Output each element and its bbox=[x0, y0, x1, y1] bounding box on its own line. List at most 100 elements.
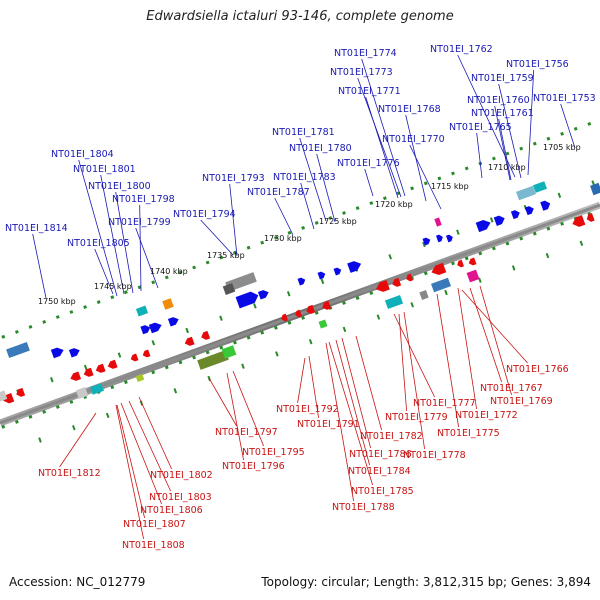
forward-gene-arrow bbox=[257, 290, 269, 300]
leader-lines-layer bbox=[32, 54, 576, 540]
reverse-gene-arrow bbox=[107, 359, 118, 369]
tick-dot bbox=[423, 181, 428, 186]
tick-dot bbox=[164, 275, 169, 280]
feature-box bbox=[221, 345, 237, 359]
scale-label: 1720 kbp bbox=[375, 200, 413, 209]
feature-box bbox=[0, 390, 8, 402]
leader-line bbox=[498, 118, 512, 181]
gene-label-reverse: NT01EI_1797 bbox=[215, 427, 278, 438]
tick-dot bbox=[1, 334, 6, 339]
feature-box bbox=[434, 217, 442, 227]
gene-label-reverse: NT01EI_1785 bbox=[351, 486, 414, 497]
tick-dot bbox=[246, 245, 251, 250]
tick-dot bbox=[110, 295, 115, 300]
tick-dot bbox=[246, 335, 251, 340]
gene-label-forward: NT01EI_1805 bbox=[67, 238, 130, 249]
tick-dot bbox=[369, 291, 374, 296]
tick-dot bbox=[437, 176, 442, 181]
tick-dot bbox=[355, 296, 360, 301]
tick-dot bbox=[355, 206, 360, 211]
reverse-gene-arrow bbox=[375, 280, 390, 292]
reverse-gene-arrow bbox=[281, 313, 289, 322]
inner-tick bbox=[489, 217, 494, 223]
gene-label-reverse: NT01EI_1795 bbox=[242, 447, 305, 458]
feature-box bbox=[197, 350, 229, 370]
tick-dot bbox=[42, 409, 47, 414]
scale-label: 1750 kbp bbox=[38, 297, 76, 306]
forward-gene-arrow bbox=[140, 325, 151, 335]
feature-box bbox=[75, 387, 89, 399]
tick-dot bbox=[219, 255, 224, 260]
leader-line bbox=[393, 313, 435, 398]
tick-dot bbox=[164, 365, 169, 370]
inner-tick bbox=[422, 241, 426, 248]
leader-line bbox=[94, 248, 114, 295]
leader-line bbox=[457, 287, 477, 410]
tick-dot bbox=[519, 146, 524, 151]
feature-box bbox=[135, 305, 149, 317]
feature-box bbox=[466, 269, 480, 283]
forward-gene-arrow bbox=[422, 237, 431, 246]
forward-gene-arrow bbox=[540, 200, 551, 211]
reverse-gene-arrow bbox=[130, 353, 139, 362]
leader-line bbox=[32, 233, 47, 299]
tick-dot bbox=[532, 231, 537, 236]
leader-line bbox=[560, 103, 576, 149]
tick-dot bbox=[28, 414, 33, 419]
tick-dot bbox=[546, 226, 551, 231]
gene-label-reverse: NT01EI_1777 bbox=[413, 398, 476, 409]
gene-label-forward: NT01EI_1800 bbox=[88, 181, 151, 192]
leader-line bbox=[328, 341, 373, 486]
top-tick-row bbox=[1, 121, 592, 339]
tick-dot bbox=[123, 290, 128, 295]
gene-label-reverse: NT01EI_1775 bbox=[437, 428, 500, 439]
tick-dot bbox=[55, 315, 60, 319]
inner-tick bbox=[275, 351, 279, 357]
leader-line bbox=[479, 285, 512, 396]
inner-tick bbox=[320, 278, 325, 285]
tick-dot bbox=[151, 370, 156, 375]
tick-dot bbox=[587, 121, 592, 126]
reverse-gene-arrow bbox=[457, 259, 465, 268]
gene-label-forward: NT01EI_1759 bbox=[471, 73, 534, 84]
feature-box bbox=[222, 283, 236, 295]
inner-tick bbox=[151, 340, 156, 346]
tick-dot bbox=[491, 156, 496, 161]
accession-text: Accession: NC_012779 bbox=[9, 575, 146, 589]
tick-dot bbox=[69, 400, 74, 404]
forward-gene-arrow bbox=[317, 271, 326, 280]
leader-line bbox=[139, 204, 142, 292]
inner-tick bbox=[173, 388, 178, 394]
tick-dot bbox=[205, 350, 210, 355]
tick-dot bbox=[69, 310, 74, 314]
tick-dot bbox=[273, 235, 278, 240]
gene-label-reverse: NT01EI_1807 bbox=[123, 519, 186, 530]
tick-dot bbox=[410, 186, 415, 191]
inner-tick bbox=[50, 377, 54, 383]
scale-label: 1710 kbp bbox=[488, 163, 526, 172]
gene-label-forward: NT01EI_1768 bbox=[378, 104, 441, 115]
gene-label-forward: NT01EI_1771 bbox=[338, 86, 401, 97]
inner-tick bbox=[376, 314, 381, 320]
inner-tick bbox=[456, 229, 460, 235]
tick-dot bbox=[192, 355, 197, 360]
leader-line bbox=[365, 96, 399, 199]
reverse-gene-arrow bbox=[322, 300, 332, 310]
gene-label-forward: NT01EI_1776 bbox=[337, 158, 400, 169]
gene-label-forward: NT01EI_1774 bbox=[334, 48, 397, 59]
forward-gene-arrow bbox=[347, 261, 362, 273]
inner-tick bbox=[286, 291, 291, 297]
leader-line bbox=[299, 137, 327, 222]
tick-dot bbox=[573, 126, 578, 131]
tick-dot bbox=[301, 225, 306, 230]
leader-line bbox=[300, 182, 315, 230]
gene-label-reverse: NT01EI_1778 bbox=[403, 450, 466, 461]
scale-label: 1745 kbp bbox=[94, 282, 132, 291]
gene-label-forward: NT01EI_1793 bbox=[202, 173, 265, 184]
gene-label-reverse: NT01EI_1802 bbox=[150, 470, 213, 481]
inner-tick bbox=[342, 326, 347, 333]
gene-label-forward: NT01EI_1760 bbox=[467, 95, 530, 106]
gene-label-reverse: NT01EI_1792 bbox=[276, 404, 339, 415]
tick-dot bbox=[260, 330, 265, 335]
tick-dot bbox=[519, 236, 524, 241]
